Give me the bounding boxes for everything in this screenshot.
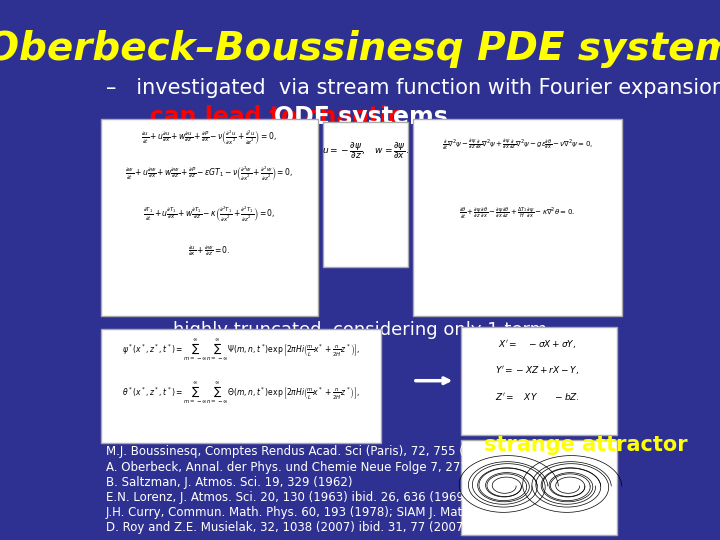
Text: B. Saltzman, J. Atmos. Sci. 19, 329 (1962): B. Saltzman, J. Atmos. Sci. 19, 329 (196… bbox=[106, 476, 353, 489]
Text: $\frac{\partial u}{\partial t}+u\frac{\partial u}{\partial x}+w\frac{\partial u}: $\frac{\partial u}{\partial t}+u\frac{\p… bbox=[141, 129, 277, 147]
Text: M.J. Boussinesq, Comptes Rendus Acad. Sci (Paris), 72, 755 (1871): M.J. Boussinesq, Comptes Rendus Acad. Sc… bbox=[106, 446, 498, 458]
Bar bbox=[413, 119, 622, 316]
Bar bbox=[101, 329, 381, 443]
Text: $Y'= -XZ+rX-Y,$: $Y'= -XZ+rX-Y,$ bbox=[495, 364, 579, 376]
Text: J.H. Curry, Commun. Math. Phys. 60, 193 (1978); SIAM J. Math. Anal. 10, 71 (1979: J.H. Curry, Commun. Math. Phys. 60, 193 … bbox=[106, 506, 593, 519]
Text: E.N. Lorenz, J. Atmos. Sci. 20, 130 (1963) ibid. 26, 636 (1969) ibid. 63, 2056 (: E.N. Lorenz, J. Atmos. Sci. 20, 130 (196… bbox=[106, 491, 596, 504]
Bar bbox=[323, 122, 408, 267]
Bar bbox=[461, 327, 616, 435]
Bar bbox=[461, 440, 616, 535]
Bar bbox=[101, 119, 318, 316]
Text: can lead to chaotic: can lead to chaotic bbox=[125, 105, 410, 129]
Text: $\theta^*(x^*,z^*,t^*)=\sum_{m=-\infty}^{\infty}\sum_{n=-\infty}^{\infty}\Theta(: $\theta^*(x^*,z^*,t^*)=\sum_{m=-\infty}^… bbox=[122, 381, 360, 406]
Text: $Z'= \quad XY \qquad -bZ.$: $Z'= \quad XY \qquad -bZ.$ bbox=[495, 392, 580, 402]
Text: $u=-\dfrac{\partial\psi}{\partial z},\quad w=\dfrac{\partial\psi}{\partial x}.$: $u=-\dfrac{\partial\psi}{\partial z},\qu… bbox=[322, 140, 409, 161]
Text: A. Oberbeck, Annal. der Phys. und Chemie Neue Folge 7, 271 (1879): A. Oberbeck, Annal. der Phys. und Chemie… bbox=[106, 461, 510, 474]
Text: Oberbeck–Boussinesq PDE system: Oberbeck–Boussinesq PDE system bbox=[0, 30, 720, 68]
Text: $\frac{\partial}{\partial t}\nabla^2\psi-\frac{\partial\psi}{\partial z}\frac{\p: $\frac{\partial}{\partial t}\nabla^2\psi… bbox=[441, 138, 593, 152]
Text: $\frac{\partial u}{\partial x}+\frac{\partial w}{\partial z}=0.$: $\frac{\partial u}{\partial x}+\frac{\pa… bbox=[188, 244, 230, 258]
Text: strange attractor: strange attractor bbox=[485, 435, 688, 455]
Text: –   investigated  via stream function with Fourier expansion,: – investigated via stream function with … bbox=[106, 78, 720, 98]
Text: D. Roy and Z.E. Musielak, 32, 1038 (2007) ibid. 31, 77 (2007); ibid. 33, 1064 (2: D. Roy and Z.E. Musielak, 32, 1038 (2007… bbox=[106, 521, 600, 534]
Text: $\frac{\partial w}{\partial t}+u\frac{\partial w}{\partial x}+w\frac{\partial w}: $\frac{\partial w}{\partial t}+u\frac{\p… bbox=[125, 165, 293, 184]
Text: $\frac{\partial T_1}{\partial t}+u\frac{\partial T_1}{\partial x}+w\frac{\partia: $\frac{\partial T_1}{\partial t}+u\frac{… bbox=[143, 205, 276, 225]
Text: $X'= \quad -\sigma X+\sigma Y,$: $X'= \quad -\sigma X+\sigma Y,$ bbox=[498, 338, 576, 349]
Text: ODE systems: ODE systems bbox=[274, 105, 448, 129]
Text: $\frac{\partial\theta}{\partial t}+\frac{\partial\psi}{\partial z}\frac{\partial: $\frac{\partial\theta}{\partial t}+\frac… bbox=[459, 205, 575, 221]
Text: highly truncated, considering only 1 term: highly truncated, considering only 1 ter… bbox=[173, 321, 547, 339]
Text: $\psi^*(x^*,z^*,t^*)=\sum_{m=-\infty}^{\infty}\sum_{n=-\infty}^{\infty}\Psi(m,n,: $\psi^*(x^*,z^*,t^*)=\sum_{m=-\infty}^{\… bbox=[122, 338, 360, 363]
